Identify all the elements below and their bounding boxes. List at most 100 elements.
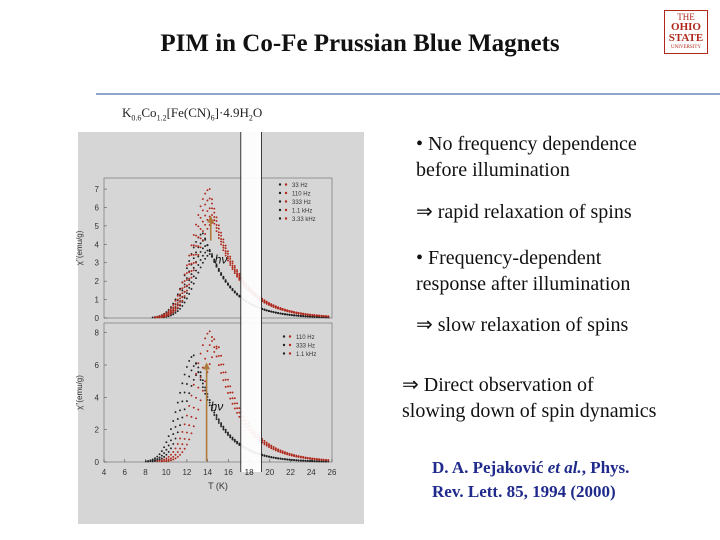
data-point bbox=[222, 379, 225, 382]
data-point bbox=[217, 267, 220, 270]
data-point bbox=[197, 386, 200, 389]
legend-marker-before bbox=[282, 343, 286, 347]
data-point bbox=[204, 389, 207, 392]
data-point bbox=[206, 189, 209, 192]
data-point bbox=[197, 236, 200, 239]
data-point bbox=[211, 202, 213, 205]
legend-marker-before bbox=[282, 335, 286, 338]
data-point bbox=[231, 260, 234, 263]
data-point bbox=[229, 264, 232, 266]
data-point bbox=[211, 404, 213, 407]
y-tick-label: 4 bbox=[95, 393, 100, 402]
data-point bbox=[227, 431, 229, 434]
data-point bbox=[272, 456, 275, 459]
data-point bbox=[227, 250, 229, 253]
data-point bbox=[211, 356, 213, 359]
data-point bbox=[156, 455, 159, 458]
slide-title: PIM in Co-Fe Prussian Blue Magnets bbox=[160, 30, 560, 57]
logo-line-2: OHIO STATE bbox=[668, 21, 704, 44]
data-point bbox=[217, 346, 220, 349]
data-point bbox=[201, 209, 204, 212]
data-point bbox=[222, 371, 225, 374]
data-point bbox=[265, 441, 268, 444]
data-point bbox=[174, 411, 177, 414]
data-point bbox=[290, 458, 293, 461]
data-point bbox=[176, 451, 179, 453]
bullet-freq-dependent-line2: response after illumination bbox=[416, 273, 631, 295]
data-point bbox=[211, 336, 213, 338]
data-point bbox=[185, 289, 188, 292]
data-point bbox=[188, 259, 191, 262]
data-point bbox=[188, 254, 191, 257]
data-point bbox=[217, 234, 220, 236]
data-point bbox=[165, 448, 168, 451]
data-point bbox=[167, 314, 170, 317]
data-point bbox=[172, 455, 175, 458]
data-point bbox=[172, 442, 175, 445]
data-point bbox=[288, 313, 291, 316]
data-point bbox=[185, 264, 188, 267]
data-point bbox=[224, 378, 227, 381]
data-point bbox=[224, 252, 227, 255]
data-point bbox=[213, 207, 216, 210]
x-tick-label: 10 bbox=[162, 468, 171, 477]
data-point bbox=[192, 354, 195, 357]
data-point bbox=[318, 458, 321, 461]
data-point bbox=[197, 362, 200, 365]
data-point bbox=[208, 207, 211, 210]
data-point bbox=[208, 363, 211, 366]
data-point bbox=[263, 301, 266, 304]
data-point bbox=[179, 409, 182, 412]
data-point bbox=[222, 246, 225, 249]
data-point bbox=[304, 459, 307, 462]
title-rule bbox=[96, 93, 720, 95]
data-point bbox=[322, 458, 325, 461]
data-point bbox=[286, 313, 289, 316]
data-point bbox=[222, 249, 225, 252]
data-point bbox=[170, 428, 172, 431]
data-point bbox=[281, 309, 284, 312]
citation-etal: et al. bbox=[547, 458, 582, 477]
data-point bbox=[222, 244, 225, 247]
data-point bbox=[227, 259, 229, 262]
data-point bbox=[176, 455, 179, 458]
bullet-rapid-relaxation: ⇒ rapid relaxation of spins bbox=[416, 201, 632, 223]
data-point bbox=[229, 262, 232, 265]
data-point bbox=[199, 228, 202, 230]
data-point bbox=[197, 408, 200, 411]
bullet-no-freq-line2: before illumination bbox=[416, 159, 570, 181]
data-point bbox=[190, 281, 193, 284]
data-point bbox=[213, 346, 216, 349]
data-point bbox=[213, 216, 216, 218]
data-point bbox=[217, 227, 220, 230]
data-point bbox=[318, 314, 321, 317]
data-point bbox=[215, 219, 218, 222]
data-point bbox=[318, 460, 321, 463]
data-point bbox=[236, 407, 239, 410]
data-point bbox=[231, 262, 234, 265]
data-point bbox=[274, 311, 277, 314]
citation-journal: , Phys. bbox=[581, 458, 630, 477]
data-point bbox=[215, 355, 218, 358]
data-point bbox=[190, 276, 193, 279]
data-point bbox=[151, 316, 154, 319]
data-point bbox=[163, 446, 166, 449]
data-point bbox=[222, 275, 225, 278]
data-point bbox=[190, 270, 193, 272]
data-point bbox=[183, 283, 186, 286]
data-point bbox=[229, 434, 232, 437]
data-point bbox=[192, 261, 195, 264]
data-point bbox=[188, 293, 191, 295]
data-point bbox=[170, 447, 172, 450]
data-point bbox=[290, 453, 293, 456]
data-point bbox=[213, 350, 216, 353]
legend-marker-after bbox=[284, 208, 288, 212]
data-point bbox=[204, 203, 207, 206]
data-point bbox=[204, 392, 207, 395]
data-point bbox=[199, 250, 202, 253]
data-point bbox=[229, 397, 232, 400]
data-point bbox=[288, 452, 291, 455]
data-point bbox=[265, 454, 268, 457]
chart-background bbox=[78, 132, 364, 524]
data-point bbox=[213, 413, 216, 416]
